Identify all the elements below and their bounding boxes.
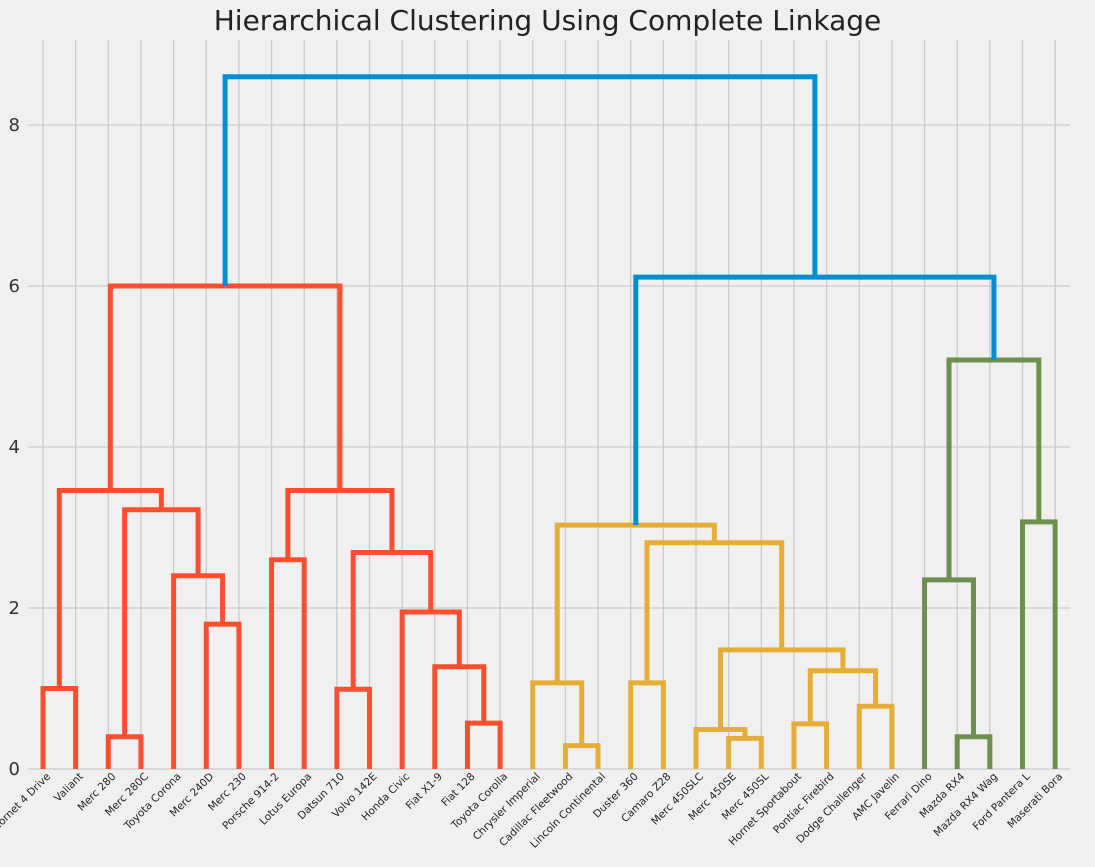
dendrogram-link-m2 — [105, 734, 144, 769]
dendrogram-link-m18 — [726, 735, 764, 769]
dendrogram-link-m30 — [633, 274, 997, 526]
dendrogram-link-m1 — [40, 686, 79, 769]
y-tick-label: 0 — [9, 759, 20, 780]
dendrogram-link-m17 — [628, 680, 666, 769]
dendrogram-link-m12 — [350, 549, 434, 690]
dendrogram-link-m21 — [856, 703, 895, 769]
dendrogram-link-m7 — [269, 557, 307, 769]
dendrogram-link-m16 — [530, 680, 585, 769]
dendrogram-link-m20 — [791, 721, 830, 769]
dendrogram-link-m5 — [122, 507, 201, 737]
dendrogram-link-m8 — [334, 686, 372, 769]
dendrogram-link-m14 — [107, 283, 343, 491]
dendrogram-link-m15 — [562, 743, 601, 769]
dendrogram-link-m25 — [554, 522, 717, 683]
dendrogram-link-m4 — [171, 573, 226, 769]
leaf-label: Toyota Corolla — [449, 771, 511, 833]
dendrogram-link-m13 — [285, 487, 395, 560]
dendrogram-link-m29 — [946, 357, 1042, 580]
leaf-label: Ford Pantera L — [971, 771, 1033, 833]
y-tick-label: 2 — [9, 598, 20, 619]
dendrogram-link-m31 — [222, 74, 818, 286]
dendrogram-link-m9 — [464, 720, 503, 769]
dendrogram-link-m28 — [1020, 519, 1058, 769]
dendrogram-link-m26 — [954, 734, 993, 769]
dendrogram-link-m23 — [717, 647, 846, 730]
chart-title: Hierarchical Clustering Using Complete L… — [213, 4, 882, 37]
dendrogram-link-m11 — [399, 609, 462, 769]
y-tick-label: 6 — [9, 276, 20, 297]
y-tick-label: 4 — [9, 437, 20, 458]
y-tick-label: 8 — [9, 115, 20, 136]
leaf-label: Hornet 4 Drive — [0, 771, 53, 834]
dendrogram-link-m3 — [203, 621, 242, 769]
dendrogram-link-m19 — [693, 727, 748, 769]
dendrogram-link-m22 — [807, 668, 879, 724]
dendrogram-link-m6 — [56, 487, 164, 689]
dendrogram-link-m10 — [432, 664, 487, 769]
leaf-label: Toyota Corona — [122, 771, 184, 833]
leaf-label: Porsche 914-2 — [220, 771, 281, 832]
